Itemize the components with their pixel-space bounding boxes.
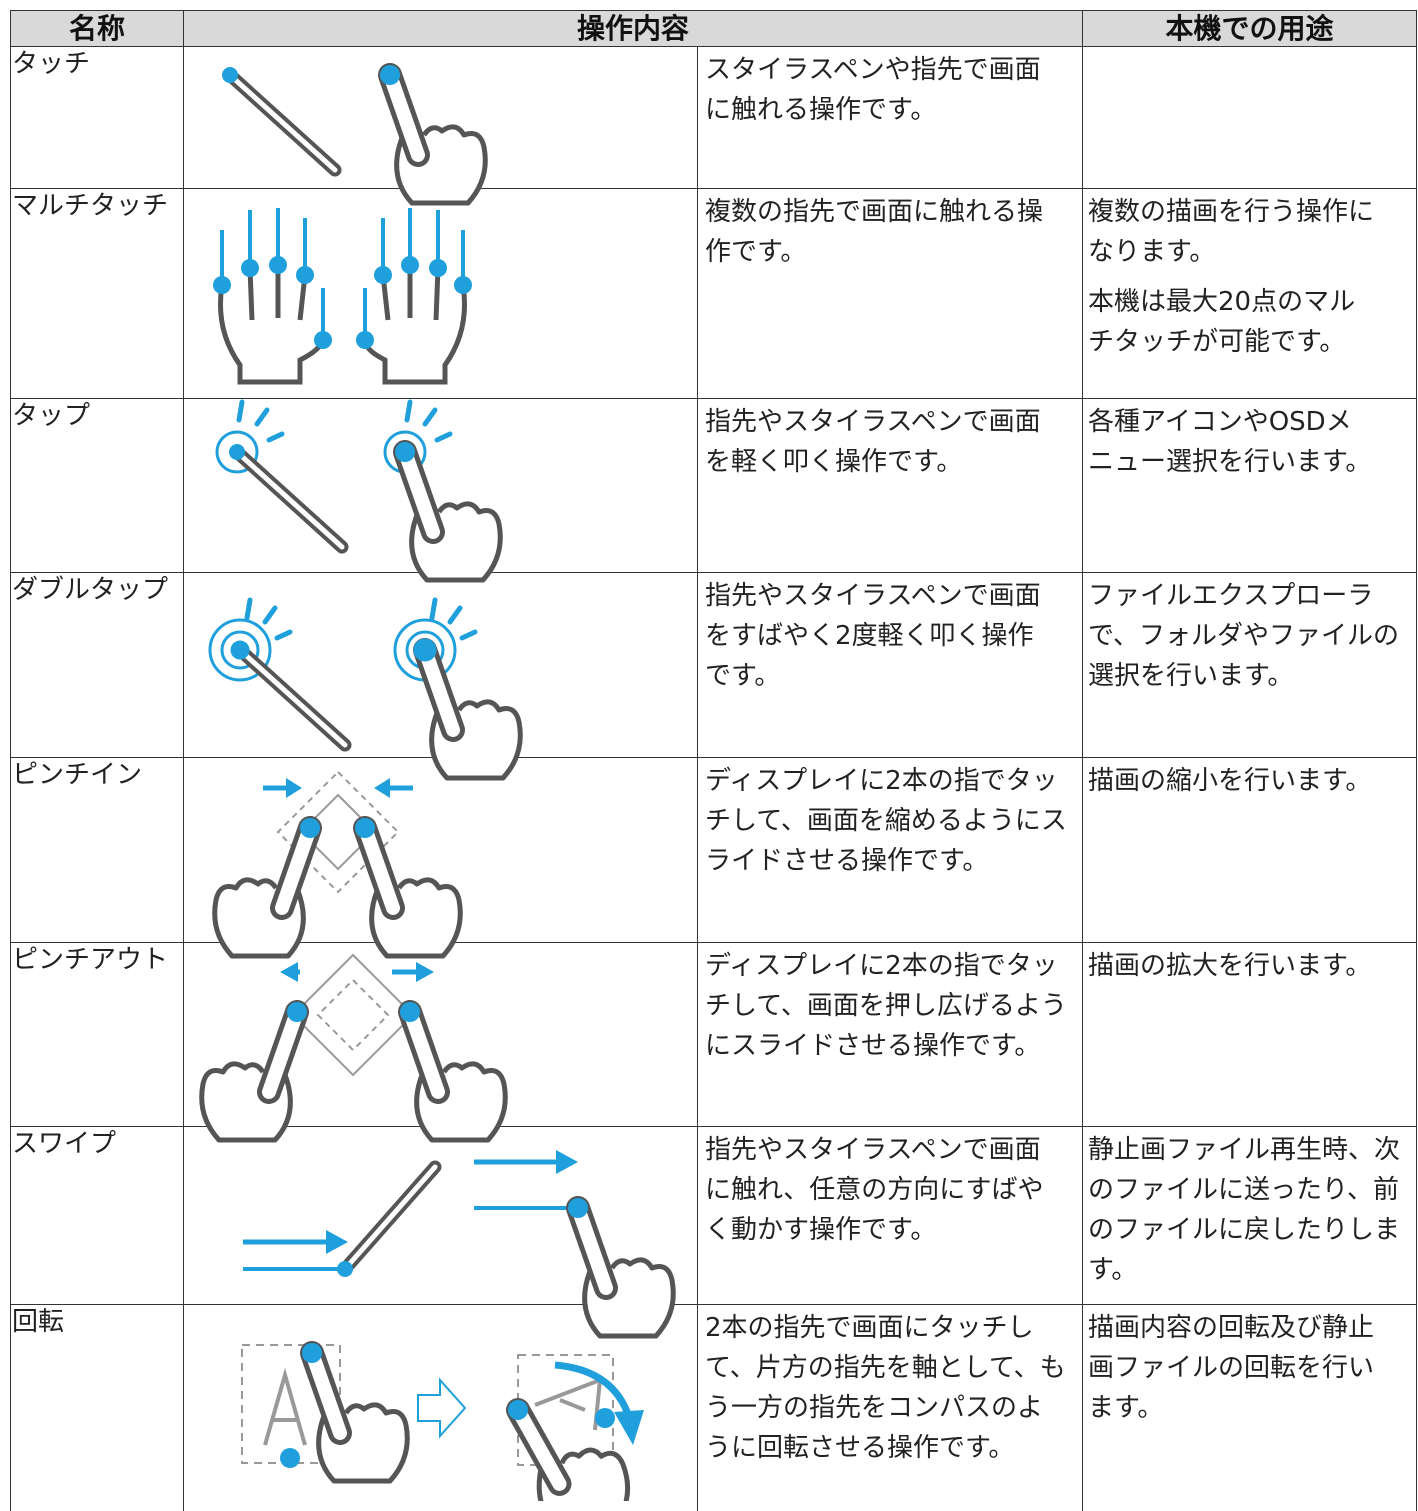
double-tap-illustration xyxy=(208,600,520,778)
description-line: 2本の指先で画面にタッチし xyxy=(705,1313,1034,1343)
table-cell xyxy=(697,572,1082,758)
description-line: チして、画面を縮めるようにス xyxy=(705,806,1067,836)
description-line: にスライドさせる操作です。 xyxy=(705,1031,1041,1061)
description-line: う一方の指先をコンパスのよ xyxy=(705,1393,1044,1423)
table-cell xyxy=(1082,188,1417,399)
table-cell xyxy=(697,188,1082,399)
usage-line: 選択を行います。 xyxy=(1088,661,1294,691)
usage-line: 静止画ファイル再生時、次 xyxy=(1088,1135,1401,1165)
usage-line: のファイルに戻したりしま xyxy=(1088,1215,1401,1245)
table-cell xyxy=(183,398,697,573)
header-cell: 本機での用途 xyxy=(1082,10,1417,47)
usage-line: のファイルに送ったり、前 xyxy=(1088,1175,1399,1205)
header-cell: 名称 xyxy=(10,10,183,47)
description-line: く動かす操作です。 xyxy=(705,1215,937,1245)
table-cell xyxy=(10,942,183,1127)
table-cell xyxy=(697,46,1082,189)
description-line: ディスプレイに2本の指でタッ xyxy=(705,951,1058,981)
table-cell xyxy=(10,1126,183,1305)
description-line: です。 xyxy=(705,661,781,691)
multitouch-illustration xyxy=(213,208,472,385)
table-cell xyxy=(183,1304,697,1511)
table-cell xyxy=(1082,1304,1417,1511)
row-name: タッチ xyxy=(12,49,91,79)
table-cell xyxy=(697,757,1082,943)
table-cell xyxy=(697,1304,1082,1511)
description-line: に触れる操作です。 xyxy=(705,95,937,125)
table-cell xyxy=(10,1304,183,1511)
description-line: 指先やスタイラスペンで画面 xyxy=(705,581,1041,611)
table-cell xyxy=(10,398,183,573)
table-cell xyxy=(183,46,697,189)
description-line: て、片方の指先を軸として、も xyxy=(705,1353,1066,1383)
description-line: チして、画面を押し広げるよう xyxy=(705,991,1067,1021)
usage-line: チタッチが可能です。 xyxy=(1088,327,1346,357)
usage-line: 本機は最大20点のマル xyxy=(1088,287,1356,317)
table-cell xyxy=(10,46,183,189)
table-cell xyxy=(697,942,1082,1127)
usage-line: 描画の縮小を行います。 xyxy=(1088,766,1372,796)
table-cell xyxy=(1082,1126,1417,1305)
usage-line: なります。 xyxy=(1088,237,1216,267)
table-cell xyxy=(10,188,183,399)
row-name: ダブルタップ xyxy=(12,575,169,605)
table-cell xyxy=(1082,942,1417,1127)
usage-line: 描画の拡大を行います。 xyxy=(1088,951,1372,981)
row-name: スワイプ xyxy=(12,1129,117,1159)
usage-line: ます。 xyxy=(1088,1393,1164,1423)
description-line: 指先やスタイラスペンで画面 xyxy=(705,1135,1041,1165)
description-line: に触れ、任意の方向にすばや xyxy=(705,1175,1044,1205)
table-cell xyxy=(1082,398,1417,573)
usage-line: 描画内容の回転及び静止 xyxy=(1088,1313,1375,1343)
table-cell xyxy=(10,572,183,758)
description-line: を軽く叩く操作です。 xyxy=(705,447,963,477)
pinch-in-illustration xyxy=(215,770,461,956)
row-name: ピンチイン xyxy=(12,760,143,790)
tap-illustration xyxy=(215,402,500,580)
usage-line: 各種アイコンやOSDメ xyxy=(1088,407,1352,437)
table-cell xyxy=(10,757,183,943)
row-name: ピンチアウト xyxy=(12,945,169,975)
rotate-illustration xyxy=(241,1343,644,1501)
description-line: うに回転させる操作です。 xyxy=(705,1433,1015,1463)
description-line: ディスプレイに2本の指でタッ xyxy=(705,766,1058,796)
description-line: 複数の指先で画面に触れる操 xyxy=(705,197,1044,227)
usage-line: ファイルエクスプローラ xyxy=(1088,581,1374,611)
row-name: タップ xyxy=(12,401,91,431)
table-cell xyxy=(1082,46,1417,189)
table-cell xyxy=(1082,757,1417,943)
table-cell xyxy=(697,1126,1082,1305)
header-cell: 操作内容 xyxy=(183,10,1082,47)
usage-line: ニュー選択を行います。 xyxy=(1088,447,1372,477)
table-cell xyxy=(1082,572,1417,758)
swipe-illustration xyxy=(243,1150,673,1336)
usage-line: で、フォルダやファイルの xyxy=(1088,621,1399,651)
usage-line: 画ファイルの回転を行い xyxy=(1088,1353,1375,1383)
description-line: 作です。 xyxy=(705,237,807,267)
touch-illustration xyxy=(222,65,485,203)
usage-line: 複数の描画を行う操作に xyxy=(1088,197,1375,227)
row-name: マルチタッチ xyxy=(12,191,169,221)
description-line: ライドさせる操作です。 xyxy=(705,846,989,876)
usage-line: す。 xyxy=(1088,1255,1138,1285)
description-line: をすばやく2度軽く叩く操作 xyxy=(705,621,1034,651)
row-name: 回転 xyxy=(12,1307,65,1337)
description-line: 指先やスタイラスペンで画面 xyxy=(705,407,1041,437)
table-cell xyxy=(697,398,1082,573)
description-line: スタイラスペンや指先で画面 xyxy=(705,55,1041,85)
pinch-out-illustration xyxy=(202,953,506,1140)
